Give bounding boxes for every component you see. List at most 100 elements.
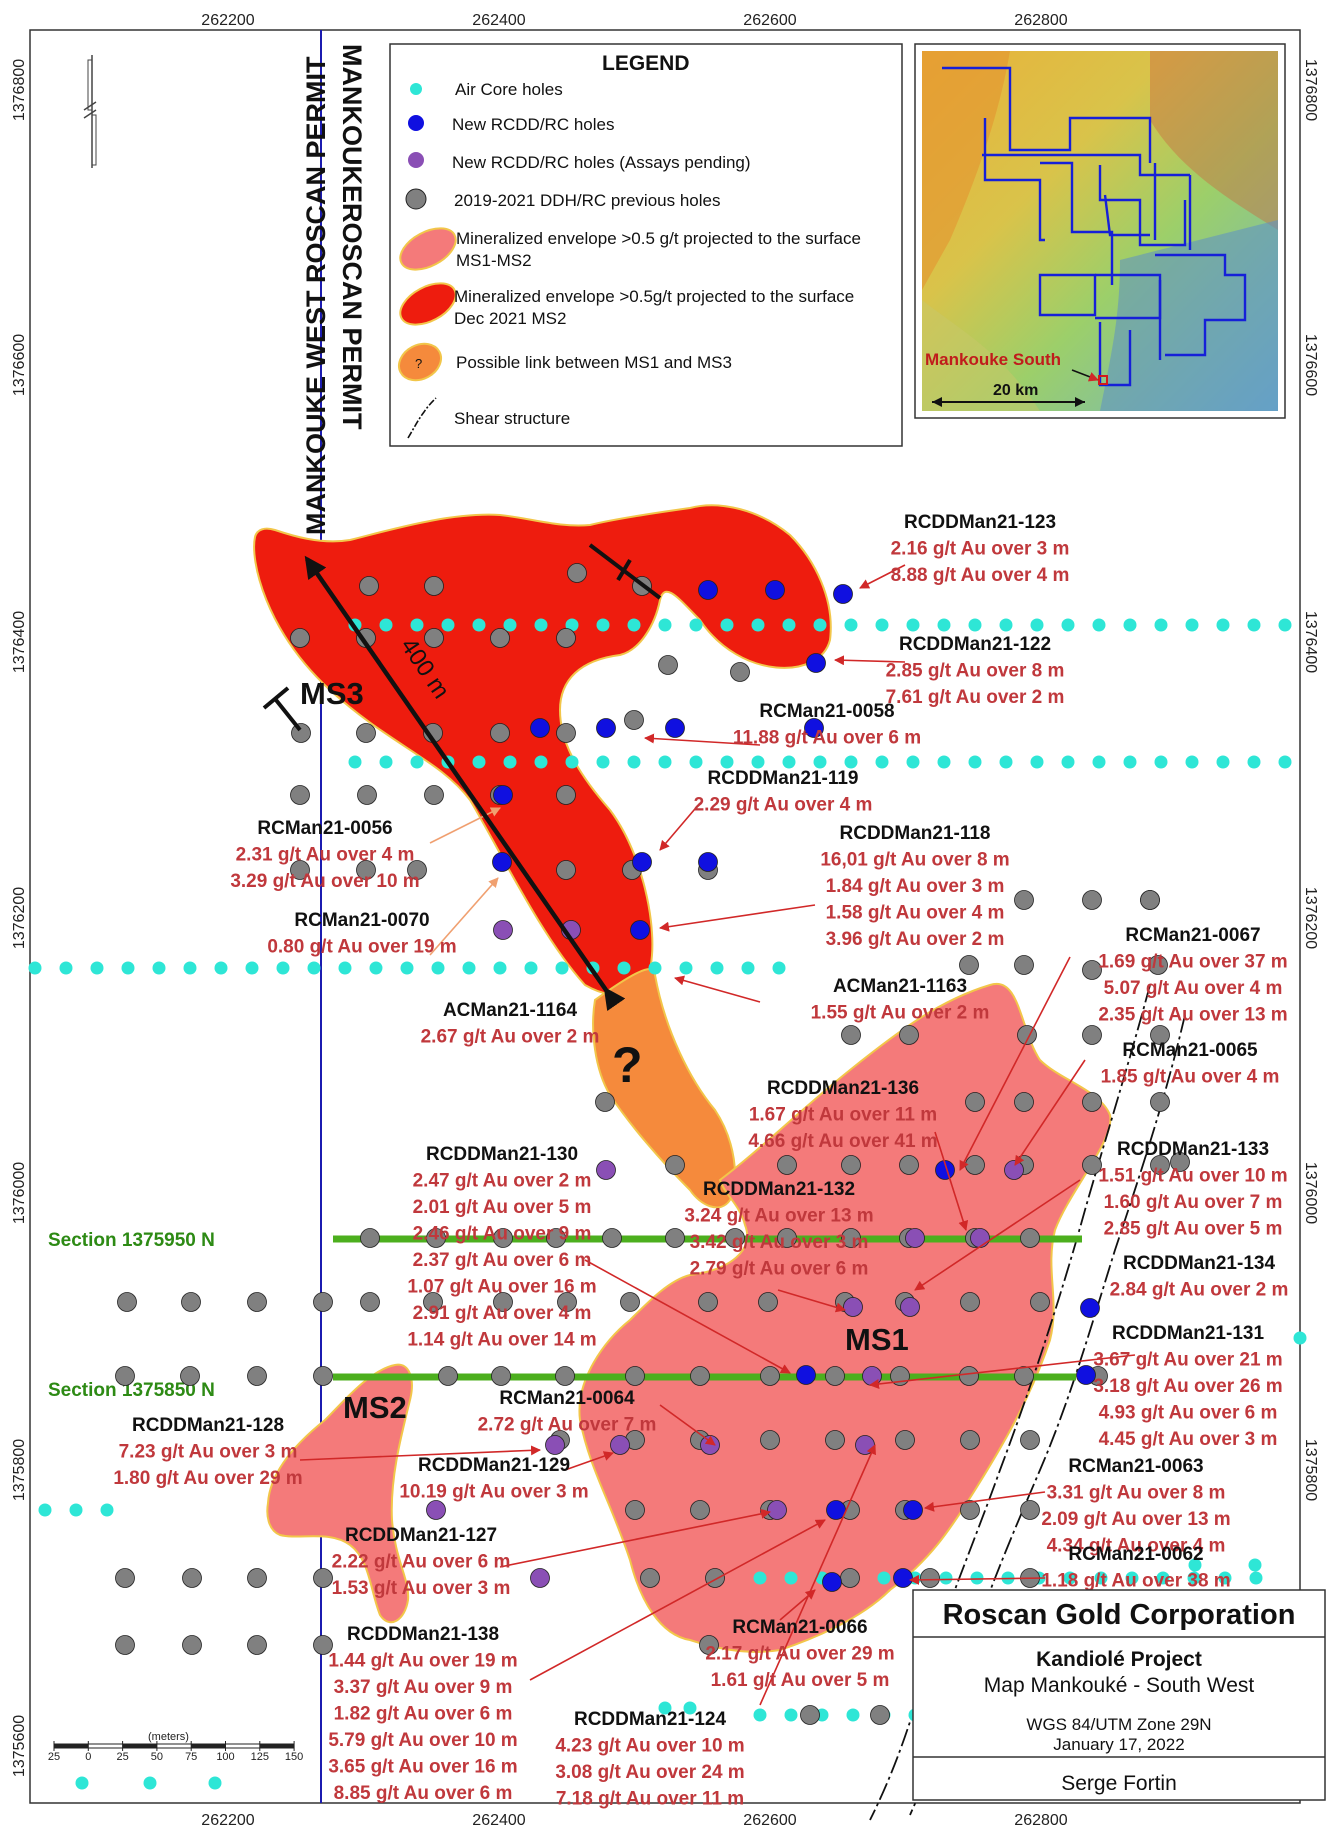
aircore-hole <box>1063 1571 1077 1585</box>
aircore-hole <box>379 755 393 769</box>
previous-hole <box>800 1705 820 1725</box>
previous-hole <box>115 1366 135 1386</box>
previous-hole <box>423 1292 443 1312</box>
aircore-hole <box>1094 1571 1108 1585</box>
hole-id: ACMan21-1164 <box>443 1000 578 1021</box>
previous-hole <box>313 1366 333 1386</box>
aircore-hole <box>90 961 104 975</box>
aircore-hole <box>121 961 135 975</box>
previous-hole <box>960 1500 980 1520</box>
assay-value: 1.58 g/t Au over 4 m <box>826 903 1005 924</box>
new-rc-hole <box>492 852 512 872</box>
author: Serge Fortin <box>1061 1772 1177 1795</box>
hole-id: RCMan21-0058 <box>759 701 894 722</box>
hole-label-group: RCDDMan21-130 2.47 g/t Au over 2 m 2.01 g/… <box>407 1144 596 1351</box>
assay-value: 1.44 g/t Au over 19 m <box>328 1651 517 1672</box>
aircore-hole <box>751 755 765 769</box>
aircore-hole <box>1216 755 1230 769</box>
assay-value: 2.17 g/t Au over 29 m <box>705 1644 894 1665</box>
hole-id: RCMan21-0064 <box>499 1388 635 1409</box>
y-tick-right: 1376000 <box>1302 1162 1319 1224</box>
aircore-hole <box>906 755 920 769</box>
hole-label-group: RCDDMan21-132 3.24 g/t Au over 13 m 3.42 g… <box>684 1179 873 1280</box>
aircore-hole <box>1249 1571 1263 1585</box>
aircore-hole <box>431 961 445 975</box>
ms3-label: MS3 <box>300 676 364 711</box>
previous-hole <box>959 955 979 975</box>
leader-arrow <box>779 1589 816 1621</box>
aircore-hole <box>1092 755 1106 769</box>
assay-value: 10.19 g/t Au over 3 m <box>399 1482 588 1503</box>
assay-value: 1.51 g/t Au over 10 m <box>1098 1166 1287 1187</box>
scale-tick: 100 <box>216 1751 234 1763</box>
hole-id: RCDDMan21-134 <box>1123 1253 1275 1274</box>
previous-hole <box>491 1366 511 1386</box>
aircore-hole <box>689 618 703 632</box>
previous-hole <box>182 1568 202 1588</box>
previous-hole <box>1082 1092 1102 1112</box>
scale-unit: (meters) <box>148 1731 189 1743</box>
aircore-hole <box>1185 618 1199 632</box>
previous-hole <box>247 1366 267 1386</box>
hole-label-group: RCMan21-0063 3.31 g/t Au over 8 m 2.09 g/t… <box>1041 1456 1230 1557</box>
legend-ms1-ms2-symbol <box>399 227 457 271</box>
previous-hole <box>758 1292 778 1312</box>
aircore-hole <box>813 755 827 769</box>
assay-value: 1.84 g/t Au over 3 m <box>826 876 1005 897</box>
scale-tick: 50 <box>151 1751 163 1763</box>
previous-hole <box>760 1366 780 1386</box>
leader-arrow <box>564 1451 614 1471</box>
assay-value: 5.79 g/t Au over 10 m <box>328 1730 517 1751</box>
hole-id: RCMan21-0062 <box>1068 1544 1203 1565</box>
assay-value: 2.01 g/t Au over 5 m <box>413 1197 592 1218</box>
aircore-hole <box>844 618 858 632</box>
previous-hole <box>625 1366 645 1386</box>
previous-hole <box>438 1366 458 1386</box>
previous-hole <box>920 1568 940 1588</box>
new-rc-hole <box>493 785 513 805</box>
previous-hole <box>1014 1366 1034 1386</box>
previous-hole <box>493 1228 513 1248</box>
aircore-hole <box>617 961 631 975</box>
leader-arrow <box>777 1289 846 1313</box>
aircore-hole <box>1092 618 1106 632</box>
aircore-hole <box>472 755 486 769</box>
assay-value: 3.24 g/t Au over 13 m <box>684 1206 873 1227</box>
new-rc-hole <box>935 1160 955 1180</box>
aircore-hole <box>782 755 796 769</box>
pending-assay-hole <box>905 1228 925 1248</box>
y-tick-left: 1376800 <box>11 59 28 121</box>
assay-value: 2.72 g/t Au over 7 m <box>478 1415 657 1436</box>
new-rc-hole <box>596 718 616 738</box>
previous-hole <box>624 710 644 730</box>
previous-hole <box>115 1568 135 1588</box>
aircore-hole <box>844 755 858 769</box>
distance-arrow <box>304 555 626 1012</box>
aircore-hole <box>410 618 424 632</box>
aircore-hole <box>720 755 734 769</box>
hole-id: RCDDMan21-129 <box>418 1455 570 1476</box>
aircore-hole <box>596 755 610 769</box>
previous-hole <box>567 563 587 583</box>
aircore-hole <box>846 1708 860 1722</box>
new-rc-hole <box>698 580 718 600</box>
assay-value: 4.23 g/t Au over 10 m <box>555 1736 744 1757</box>
previous-hole <box>899 1155 919 1175</box>
assay-value: 2.84 g/t Au over 2 m <box>1110 1280 1289 1301</box>
previous-hole <box>180 1366 200 1386</box>
aircore-hole <box>1278 755 1292 769</box>
previous-hole <box>841 1025 861 1045</box>
previous-hole <box>625 1500 645 1520</box>
aircore-hole <box>710 961 724 975</box>
aircore-hole <box>689 755 703 769</box>
aircore-hole <box>59 961 73 975</box>
leader-arrow <box>834 655 906 666</box>
aircore-hole <box>1030 755 1044 769</box>
aircore-hole <box>658 755 672 769</box>
aircore-hole <box>1247 618 1261 632</box>
previous-hole <box>360 1228 380 1248</box>
hole-label-group: RCDDMan21-122 2.85 g/t Au over 8 m 7.61 g/… <box>886 634 1065 708</box>
hole-label-group: RCDDMan21-127 2.22 g/t Au over 6 m 1.53 g/… <box>332 1525 511 1599</box>
previous-hole <box>1020 1228 1040 1248</box>
aircore-hole <box>939 1571 953 1585</box>
